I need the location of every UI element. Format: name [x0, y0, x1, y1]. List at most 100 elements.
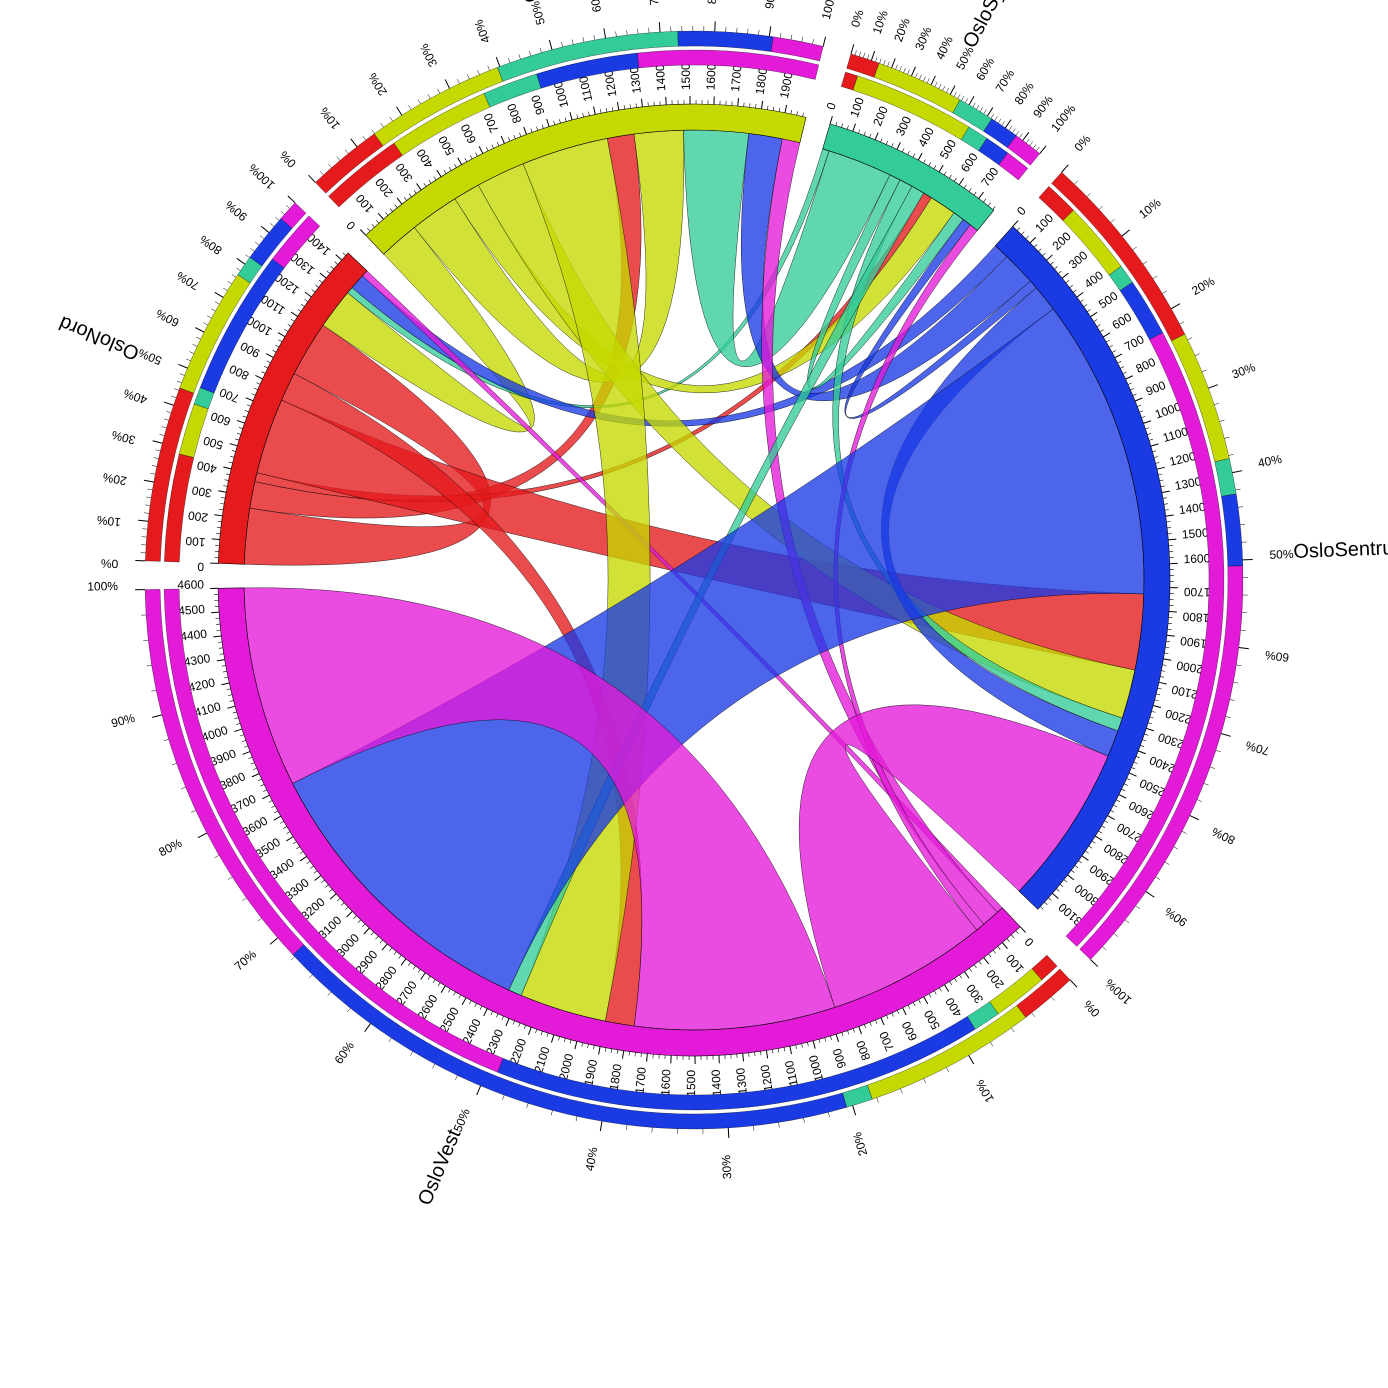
- pct-label: 70%: [646, 0, 661, 6]
- tick-label: 700: [481, 111, 502, 135]
- tick-label: 0: [343, 218, 358, 233]
- tick-label: 1500: [684, 1070, 698, 1097]
- pct-label: 90%: [110, 711, 137, 731]
- tick-label: 900: [830, 1046, 849, 1070]
- tick-label: 800: [504, 101, 524, 125]
- sector-label-OsloNord: OsloNord: [56, 311, 142, 364]
- stack2-OsloOst-OsloSentrum: [678, 31, 773, 52]
- pct-label: 0%: [100, 556, 118, 571]
- pct-label: 70%: [993, 67, 1018, 95]
- tick-label: 0: [197, 560, 204, 574]
- tick-label: 300: [190, 483, 213, 501]
- tick-label: 100: [1003, 951, 1027, 976]
- pct-label: 30%: [110, 428, 137, 448]
- chord-diagram: 0100200300400500600700800900100011001200…: [0, 0, 1388, 1388]
- tick-label: 500: [435, 133, 457, 158]
- stack2-OsloSentrum-OsloSentrum: [1221, 494, 1242, 566]
- tick-label: 500: [1096, 289, 1121, 312]
- tick-label: 700: [978, 164, 1001, 189]
- tick-label: 1400: [709, 1069, 724, 1097]
- pct-label: 80%: [705, 0, 720, 5]
- tick-label: 1100: [576, 74, 595, 102]
- tick-label: 900: [1144, 378, 1168, 399]
- stack2-OsloVest-OsloOst: [867, 1005, 1025, 1099]
- tick-label: 1100: [782, 1059, 801, 1087]
- tick-label: 100: [847, 95, 867, 119]
- pct-label: 30%: [912, 24, 935, 52]
- ribbons: [244, 130, 1144, 1030]
- pct-label: 40%: [1257, 452, 1284, 470]
- pct-label: 40%: [933, 34, 956, 62]
- pct-label: 0%: [277, 148, 299, 170]
- tick-label: 300: [392, 160, 415, 185]
- tick-label: 1700: [632, 1066, 649, 1094]
- pct-label: 80%: [156, 836, 184, 860]
- tick-label: 1800: [1182, 609, 1210, 625]
- pct-label: 30%: [719, 1154, 734, 1179]
- pct-label: 40%: [121, 386, 149, 407]
- tick-label: 100: [185, 534, 206, 550]
- pct-label: 10%: [1136, 195, 1164, 221]
- tick-label: 400: [915, 125, 937, 150]
- sector-label-OsloVest: OsloVest: [414, 1126, 466, 1209]
- pct-label: 100%: [245, 161, 277, 192]
- pct-label: 50%: [1269, 547, 1294, 562]
- tick-label: 1800: [607, 1063, 625, 1092]
- tick-label: 700: [1122, 332, 1147, 354]
- tick-label: 400: [195, 458, 218, 476]
- tick-label: 1200: [758, 1064, 776, 1093]
- pct-label: 10%: [870, 8, 891, 36]
- tick-label: 600: [209, 409, 233, 429]
- pct-label: 50%: [528, 0, 548, 26]
- tick-label: 1200: [601, 69, 619, 98]
- tick-label: 100: [353, 191, 377, 216]
- tick-label: 400: [413, 146, 436, 171]
- tick-label: 1300: [627, 66, 644, 94]
- tick-label: 2000: [1175, 658, 1204, 676]
- pct-label: 70%: [232, 947, 260, 973]
- pct-label: 0%: [1072, 132, 1094, 155]
- tick-label: 1900: [1179, 634, 1207, 651]
- pct-label: 90%: [1030, 93, 1056, 121]
- pct-label: 70%: [174, 268, 202, 293]
- pct-label: 0%: [1080, 997, 1102, 1019]
- pct-label: 100%: [1048, 102, 1078, 135]
- pct-label: 60%: [973, 55, 997, 83]
- tick-label: 800: [1134, 355, 1158, 376]
- tick-label: 900: [238, 339, 263, 361]
- tick-label: 500: [937, 137, 959, 162]
- tick-label: 1700: [1183, 585, 1210, 599]
- pct-label: 100%: [1102, 976, 1134, 1008]
- sector-label-OsloSyd: OsloSyd: [959, 0, 1014, 52]
- tick-label: 400: [1082, 268, 1107, 291]
- tick-label: 4300: [183, 651, 212, 669]
- pct-label: 30%: [1230, 360, 1258, 382]
- pct-label: 80%: [197, 232, 225, 257]
- pct-label: 10%: [317, 104, 343, 132]
- pct-label: 20%: [891, 16, 913, 44]
- tick-label: 700: [217, 385, 241, 406]
- pct-label: 60%: [586, 0, 604, 13]
- tick-label: 200: [187, 508, 209, 525]
- tick-label: 1400: [653, 64, 669, 92]
- tick-label: 600: [1110, 310, 1135, 332]
- pct-label: 80%: [1012, 79, 1037, 107]
- tick-label: 1500: [679, 63, 693, 90]
- tick-label: 500: [921, 1007, 943, 1032]
- stack2-OsloSyd-OsloNord: [847, 54, 879, 77]
- stack2-OsloVest-OsloSyd: [842, 1085, 872, 1107]
- tick-label: 900: [528, 93, 548, 117]
- tick-label: 300: [893, 114, 914, 138]
- pct-label: 10%: [96, 513, 122, 530]
- tick-label: 300: [963, 981, 986, 1006]
- tick-label: 200: [1050, 229, 1074, 253]
- tick-label: 200: [870, 104, 891, 128]
- tick-label: 200: [983, 967, 1006, 992]
- tick-label: 300: [1066, 248, 1091, 272]
- tick-label: 700: [876, 1029, 897, 1053]
- pct-label: 100%: [819, 0, 840, 21]
- tick-label: 500: [201, 433, 224, 452]
- pct-label: 40%: [583, 1146, 601, 1172]
- tick-label: 1900: [777, 70, 796, 99]
- tick-label: 4400: [180, 627, 208, 644]
